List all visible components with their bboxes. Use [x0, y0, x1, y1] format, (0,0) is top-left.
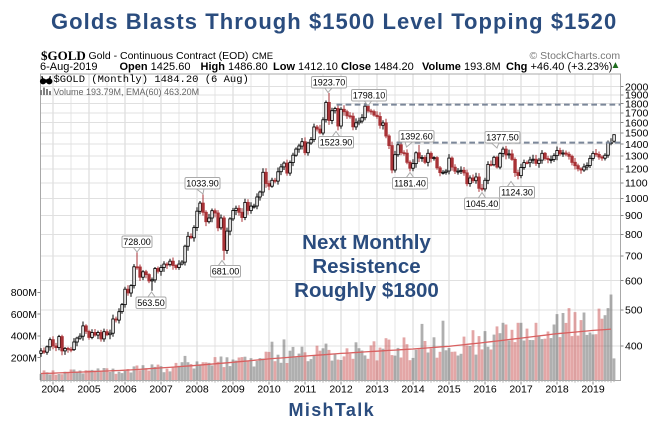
svg-text:2017: 2017 [509, 384, 533, 396]
svg-text:2004: 2004 [41, 384, 65, 396]
svg-text:1200: 1200 [625, 164, 649, 176]
svg-text:800M: 800M [11, 287, 37, 299]
svg-text:600M: 600M [11, 309, 37, 321]
svg-text:1392.60: 1392.60 [400, 131, 433, 141]
svg-text:900: 900 [625, 210, 643, 222]
svg-text:600: 600 [625, 275, 643, 287]
svg-text:2012: 2012 [329, 384, 353, 396]
svg-text:2014: 2014 [401, 384, 425, 396]
svg-text:2010: 2010 [257, 384, 281, 396]
svg-text:1124.30: 1124.30 [501, 187, 533, 197]
svg-text:1181.40: 1181.40 [394, 178, 426, 188]
svg-text:1000: 1000 [625, 193, 649, 205]
svg-text:200M: 200M [11, 352, 37, 364]
svg-text:2011: 2011 [294, 384, 317, 396]
svg-text:1300: 1300 [625, 151, 649, 163]
svg-text:1033.90: 1033.90 [186, 178, 219, 188]
svg-text:800: 800 [625, 229, 643, 241]
svg-text:1798.10: 1798.10 [353, 90, 386, 100]
svg-text:400M: 400M [11, 331, 37, 343]
svg-text:2000: 2000 [625, 81, 649, 93]
svg-text:2008: 2008 [185, 384, 209, 396]
svg-text:1900: 1900 [625, 90, 649, 102]
svg-text:2016: 2016 [473, 384, 497, 396]
svg-text:2015: 2015 [437, 384, 461, 396]
svg-text:1377.50: 1377.50 [486, 132, 519, 142]
svg-text:1923.70: 1923.70 [313, 77, 346, 87]
svg-text:2013: 2013 [365, 384, 389, 396]
svg-text:1523.90: 1523.90 [320, 137, 353, 147]
svg-text:1045.40: 1045.40 [466, 199, 499, 209]
svg-text:1700: 1700 [625, 108, 649, 120]
svg-text:1500: 1500 [625, 128, 649, 140]
svg-text:2005: 2005 [77, 384, 101, 396]
svg-text:681.00: 681.00 [212, 266, 240, 276]
svg-text:2006: 2006 [113, 384, 137, 396]
svg-text:500: 500 [625, 305, 643, 317]
svg-text:563.50: 563.50 [137, 298, 165, 308]
svg-text:2019: 2019 [581, 384, 605, 396]
svg-text:700: 700 [625, 251, 643, 263]
svg-text:2007: 2007 [149, 384, 173, 396]
svg-text:1100: 1100 [625, 178, 648, 190]
svg-text:400: 400 [625, 341, 643, 353]
svg-text:2018: 2018 [545, 384, 569, 396]
svg-text:2009: 2009 [221, 384, 245, 396]
svg-text:1800: 1800 [625, 98, 649, 110]
svg-text:1600: 1600 [625, 117, 649, 129]
svg-text:728.00: 728.00 [123, 237, 151, 247]
svg-text:1400: 1400 [625, 139, 649, 151]
